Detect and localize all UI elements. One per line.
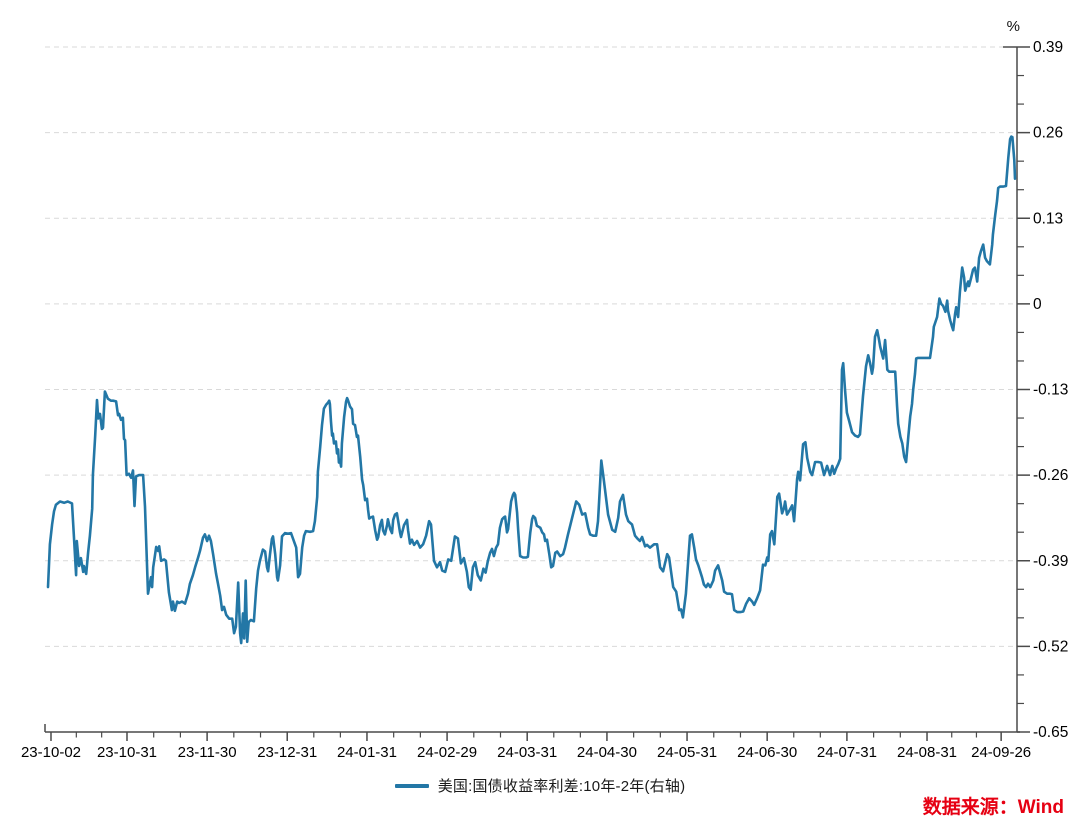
x-axis-label: 24-06-30	[737, 744, 797, 761]
y-axis-label: -0.13	[1033, 382, 1068, 399]
y-axis-label: 0.13	[1033, 210, 1063, 227]
y-axis-label: 0.26	[1033, 125, 1063, 142]
y-axis-label: 0.39	[1033, 39, 1063, 56]
x-axis-label: 24-03-31	[497, 744, 557, 761]
y-axis-label: -0.52	[1033, 638, 1068, 655]
x-axis-label: 23-10-02	[21, 744, 81, 761]
spread-series-line	[46, 135, 1017, 645]
x-axis-label: 24-09-26	[971, 744, 1031, 761]
y-axis-label: -0.65	[1033, 724, 1068, 741]
x-axis-label: 23-11-30	[178, 744, 237, 761]
y-axis-unit-label: %	[1006, 18, 1020, 35]
x-axis-label: 24-02-29	[417, 744, 477, 761]
x-axis-label: 24-05-31	[657, 744, 717, 761]
y-axis-label: 0	[1033, 296, 1042, 313]
x-axis-label: 24-08-31	[897, 744, 957, 761]
x-axis-label: 23-12-31	[257, 744, 317, 761]
x-axis-label: 24-04-30	[577, 744, 637, 761]
y-axis-label: -0.39	[1033, 553, 1068, 570]
x-axis-label: 24-01-31	[337, 744, 397, 761]
x-axis-label: 23-10-31	[97, 744, 157, 761]
legend-series-label: 美国:国债收益率利差:10年-2年(右轴)	[437, 778, 686, 795]
y-axis-label: -0.26	[1033, 467, 1068, 484]
data-source-note: 数据来源：Wind	[922, 797, 1064, 818]
legend: 美国:国债收益率利差:10年-2年(右轴)	[0, 775, 1080, 796]
x-axis-label: 24-07-31	[817, 744, 877, 761]
legend-line-swatch	[394, 783, 429, 788]
